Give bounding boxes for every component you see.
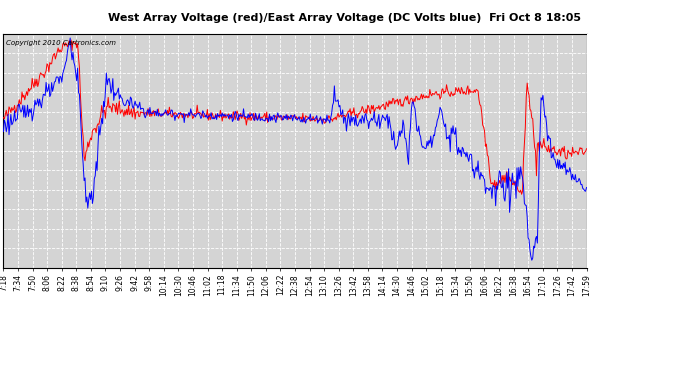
Text: 16:38: 16:38 bbox=[509, 274, 518, 296]
Text: 16:54: 16:54 bbox=[524, 274, 533, 296]
Text: 11:34: 11:34 bbox=[232, 274, 241, 296]
Text: 17:42: 17:42 bbox=[567, 274, 576, 296]
Text: 17:26: 17:26 bbox=[553, 274, 562, 296]
Text: 8:06: 8:06 bbox=[43, 274, 52, 291]
Text: 9:58: 9:58 bbox=[145, 274, 154, 291]
Text: 15:02: 15:02 bbox=[422, 274, 431, 296]
Text: 12:22: 12:22 bbox=[276, 274, 285, 296]
Text: 7:50: 7:50 bbox=[28, 274, 37, 291]
Text: 13:42: 13:42 bbox=[348, 274, 358, 296]
Text: 8:38: 8:38 bbox=[72, 274, 81, 291]
Text: 13:26: 13:26 bbox=[334, 274, 343, 296]
Text: 11:18: 11:18 bbox=[217, 274, 226, 296]
Text: Copyright 2010 Cartronics.com: Copyright 2010 Cartronics.com bbox=[6, 40, 117, 46]
Text: 10:30: 10:30 bbox=[174, 274, 183, 296]
Text: 17:59: 17:59 bbox=[582, 274, 591, 296]
Text: 13:10: 13:10 bbox=[319, 274, 328, 296]
Text: 14:30: 14:30 bbox=[393, 274, 402, 296]
Text: 10:46: 10:46 bbox=[188, 274, 197, 296]
Text: 12:54: 12:54 bbox=[305, 274, 314, 296]
Text: 14:46: 14:46 bbox=[407, 274, 416, 296]
Text: West Array Voltage (red)/East Array Voltage (DC Volts blue)  Fri Oct 8 18:05: West Array Voltage (red)/East Array Volt… bbox=[108, 12, 582, 22]
Text: 8:54: 8:54 bbox=[86, 274, 95, 291]
Text: 12:06: 12:06 bbox=[262, 274, 270, 296]
Text: 8:22: 8:22 bbox=[57, 274, 66, 291]
Text: 16:22: 16:22 bbox=[495, 274, 504, 296]
Text: 11:50: 11:50 bbox=[247, 274, 256, 296]
Text: 15:18: 15:18 bbox=[436, 274, 445, 296]
Text: 15:34: 15:34 bbox=[451, 274, 460, 296]
Text: 17:10: 17:10 bbox=[538, 274, 547, 296]
Text: 9:26: 9:26 bbox=[115, 274, 125, 291]
Text: 15:50: 15:50 bbox=[465, 274, 475, 296]
Text: 13:58: 13:58 bbox=[364, 274, 373, 296]
Text: 10:14: 10:14 bbox=[159, 274, 168, 296]
Text: 11:02: 11:02 bbox=[203, 274, 212, 296]
Text: 16:06: 16:06 bbox=[480, 274, 489, 296]
Text: 12:38: 12:38 bbox=[290, 274, 299, 296]
Text: 7:34: 7:34 bbox=[14, 274, 23, 291]
Text: 14:14: 14:14 bbox=[378, 274, 387, 296]
Text: 7:18: 7:18 bbox=[0, 274, 8, 291]
Text: 9:42: 9:42 bbox=[130, 274, 139, 291]
Text: 9:10: 9:10 bbox=[101, 274, 110, 291]
